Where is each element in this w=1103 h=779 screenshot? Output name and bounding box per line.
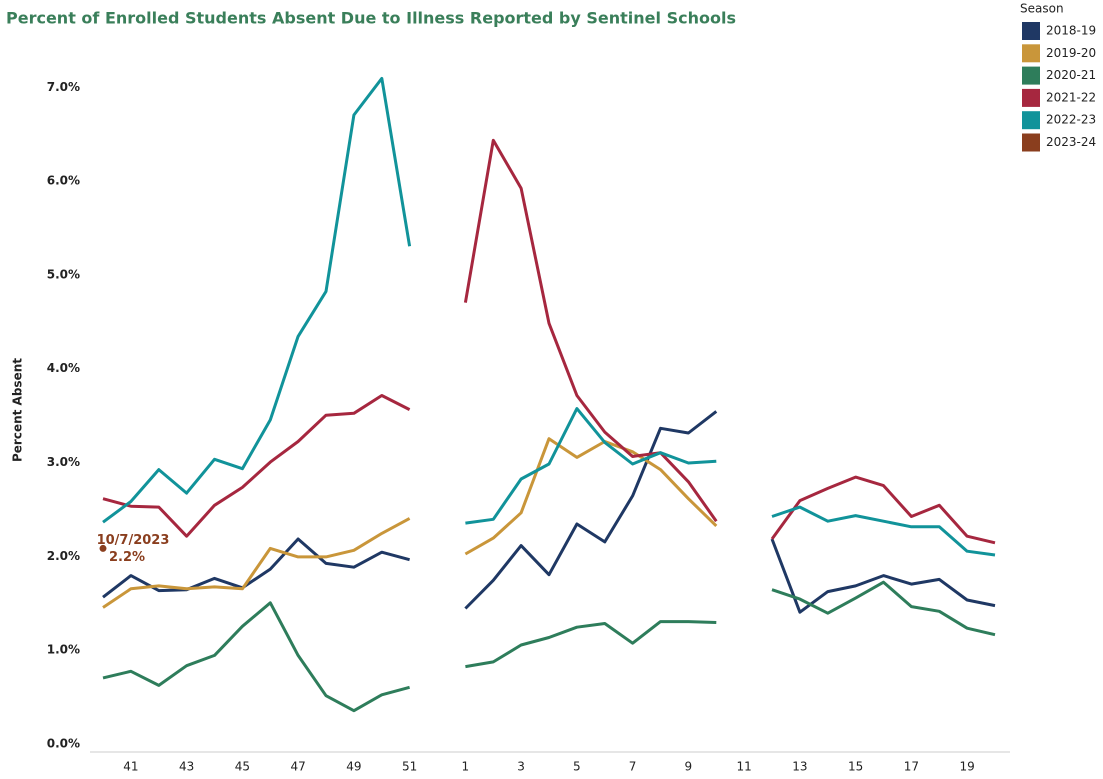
y-tick-label: 7.0% xyxy=(47,80,80,94)
legend-swatch xyxy=(1022,44,1040,63)
x-tick-label: 45 xyxy=(235,760,250,774)
x-tick-label: 11 xyxy=(736,760,751,774)
x-tick-label: 7 xyxy=(629,760,637,774)
y-tick-label: 4.0% xyxy=(47,361,80,375)
x-tick-label: 43 xyxy=(179,760,194,774)
y-axis-label: Percent Absent xyxy=(11,358,25,462)
x-tick-label: 19 xyxy=(959,760,974,774)
x-tick-label: 13 xyxy=(792,760,807,774)
legend-label: 2020-21 xyxy=(1046,68,1096,82)
x-tick-label: 3 xyxy=(517,760,525,774)
series-line xyxy=(102,437,718,609)
x-tick-label: 1 xyxy=(462,760,470,774)
value-label: 2.2% xyxy=(109,550,145,565)
y-tick-label: 2.0% xyxy=(47,549,80,563)
legend-label: 2018-19 xyxy=(1046,24,1096,38)
legend-swatch xyxy=(1022,22,1040,40)
annotation: 10/7/2023 xyxy=(97,533,170,548)
legend-swatch xyxy=(1022,88,1040,107)
y-tick-label: 1.0% xyxy=(47,643,80,657)
x-tick-label: 15 xyxy=(848,760,863,774)
series-line xyxy=(102,138,996,545)
x-tick-label: 5 xyxy=(573,760,581,774)
x-tick-label: 51 xyxy=(402,760,417,774)
chart-title: Percent of Enrolled Students Absent Due … xyxy=(6,9,736,28)
y-tick-label: 6.0% xyxy=(47,174,80,188)
legend-label: 2019-20 xyxy=(1046,46,1096,60)
x-tick-label: 47 xyxy=(290,760,305,774)
y-tick-label: 0.0% xyxy=(47,737,80,751)
x-tick-label: 41 xyxy=(123,760,138,774)
legend-label: 2021-22 xyxy=(1046,90,1096,104)
x-tick-label: 9 xyxy=(685,760,693,774)
y-tick-label: 3.0% xyxy=(47,455,80,469)
legend-swatch xyxy=(1022,111,1040,130)
x-tick-label: 17 xyxy=(904,760,919,774)
x-tick-label: 49 xyxy=(346,760,361,774)
legend-label: 2022-23 xyxy=(1046,113,1096,127)
legend-swatch xyxy=(1022,133,1040,152)
data-point xyxy=(99,544,107,552)
series-line xyxy=(102,76,996,557)
series-line xyxy=(102,580,996,713)
legend-swatch xyxy=(1022,66,1040,85)
legend-title: Season xyxy=(1020,2,1064,16)
y-tick-label: 5.0% xyxy=(47,267,80,281)
legend-label: 2023-24 xyxy=(1046,135,1096,149)
